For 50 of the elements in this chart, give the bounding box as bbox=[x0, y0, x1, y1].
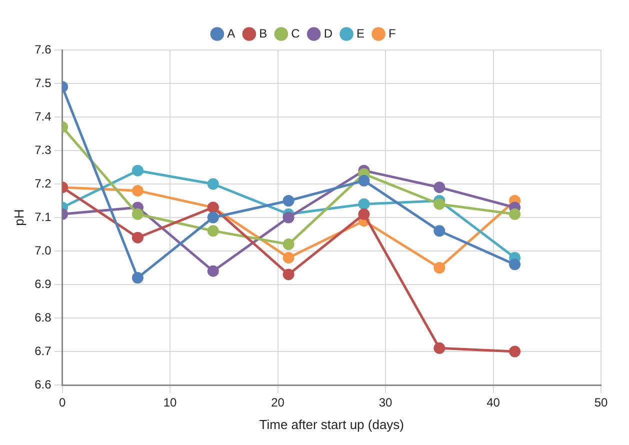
y-tick-label: 6.8 bbox=[34, 310, 52, 324]
point bbox=[434, 182, 446, 194]
point bbox=[282, 252, 294, 264]
point bbox=[509, 258, 521, 270]
point bbox=[434, 342, 446, 354]
point bbox=[434, 262, 446, 274]
point bbox=[434, 225, 446, 237]
point bbox=[282, 212, 294, 224]
legend-label: A bbox=[227, 26, 236, 40]
legend-label: B bbox=[259, 26, 268, 40]
point bbox=[509, 346, 521, 358]
y-tick-label: 6.9 bbox=[34, 276, 52, 291]
point bbox=[207, 212, 219, 224]
y-tick-label: 7.1 bbox=[34, 210, 52, 224]
x-tick-label: 20 bbox=[271, 396, 285, 410]
x-axis-title: Time after start up (days) bbox=[259, 416, 404, 432]
legend-label: E bbox=[356, 26, 365, 40]
y-tick-label: 7.3 bbox=[34, 142, 52, 157]
x-tick-label: 30 bbox=[378, 396, 393, 410]
point bbox=[509, 208, 521, 220]
x-tick-label: 40 bbox=[486, 396, 500, 410]
point bbox=[207, 225, 219, 237]
point bbox=[358, 174, 370, 186]
point bbox=[132, 184, 144, 196]
point bbox=[434, 198, 446, 210]
legend-label: C bbox=[291, 26, 300, 40]
point bbox=[358, 208, 370, 220]
point bbox=[132, 272, 144, 284]
y-tick-label: 6.7 bbox=[34, 344, 52, 358]
point bbox=[132, 164, 144, 176]
y-tick-label: 7.5 bbox=[34, 76, 52, 90]
point bbox=[282, 195, 294, 206]
point bbox=[132, 208, 144, 220]
y-tick-label: 7.6 bbox=[34, 42, 52, 56]
point bbox=[282, 268, 294, 280]
y-axis-title: pH bbox=[11, 209, 26, 226]
legend-label: D bbox=[324, 26, 333, 40]
legend-label: F bbox=[388, 26, 396, 40]
point bbox=[207, 265, 219, 277]
x-tick-label: 10 bbox=[163, 396, 178, 410]
y-tick-label: 7.2 bbox=[34, 176, 52, 190]
point bbox=[207, 178, 219, 190]
y-tick-label: 6.6 bbox=[34, 377, 52, 392]
y-tick-label: 7.0 bbox=[34, 243, 52, 258]
point bbox=[358, 198, 370, 210]
y-tick-label: 7.4 bbox=[34, 109, 52, 124]
x-tick-label: 50 bbox=[594, 396, 608, 410]
point bbox=[132, 232, 144, 244]
x-tick-label: 0 bbox=[58, 396, 66, 410]
point bbox=[282, 238, 294, 250]
